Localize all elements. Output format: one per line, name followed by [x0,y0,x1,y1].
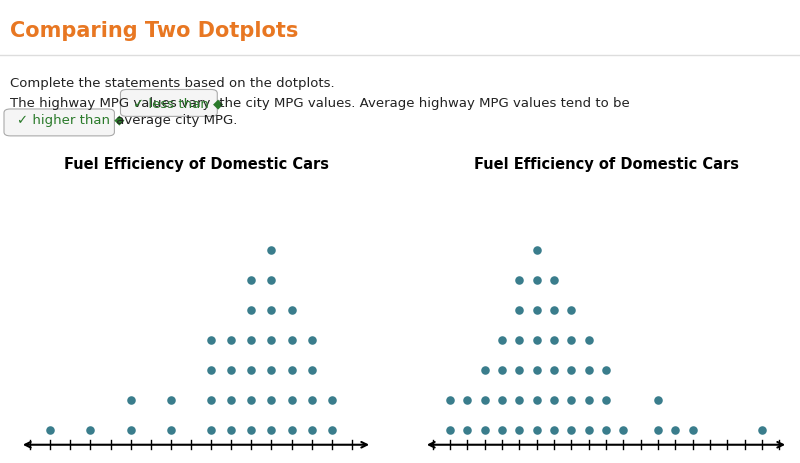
Point [225,426,238,433]
Point [205,366,218,374]
Point [306,366,318,374]
Point [547,277,560,284]
Point [565,307,578,314]
Point [478,366,491,374]
Point [225,366,238,374]
Point [530,426,543,433]
Point [513,337,526,344]
Point [600,396,613,404]
Point [245,307,258,314]
Point [225,337,238,344]
Point [652,396,665,404]
Point [530,247,543,254]
Point [530,277,543,284]
Point [306,337,318,344]
Point [285,337,298,344]
Point [461,396,474,404]
Point [565,426,578,433]
Point [84,426,97,433]
Point [600,366,613,374]
Point [686,426,699,433]
Point [478,396,491,404]
Point [245,366,258,374]
Text: ✓ higher than ◆: ✓ higher than ◆ [17,114,124,127]
Point [756,426,769,433]
Point [265,366,278,374]
Point [496,366,509,374]
Point [478,426,491,433]
Point [547,426,560,433]
Point [513,307,526,314]
Text: the city MPG values. Average highway MPG values tend to be: the city MPG values. Average highway MPG… [215,97,630,110]
Point [44,426,57,433]
Text: ✓ less than ◆: ✓ less than ◆ [134,97,223,110]
Point [285,307,298,314]
Point [496,426,509,433]
Point [496,337,509,344]
Point [245,396,258,404]
Point [205,396,218,404]
Point [245,277,258,284]
Point [530,307,543,314]
Point [582,366,595,374]
Point [165,426,178,433]
Point [265,247,278,254]
Point [326,426,338,433]
Point [165,396,178,404]
Point [547,396,560,404]
Point [513,396,526,404]
Point [565,396,578,404]
Title: Fuel Efficiency of Domestic Cars: Fuel Efficiency of Domestic Cars [474,157,738,172]
Point [265,426,278,433]
Point [306,396,318,404]
Text: Comparing Two Dotplots: Comparing Two Dotplots [10,20,298,41]
Point [530,396,543,404]
Point [285,426,298,433]
Point [530,337,543,344]
Point [461,426,474,433]
Point [565,337,578,344]
Point [225,396,238,404]
Point [265,277,278,284]
Point [205,337,218,344]
Point [600,426,613,433]
Point [265,337,278,344]
Point [443,396,456,404]
Text: The highway MPG values vary: The highway MPG values vary [10,97,215,110]
Text: Complete the statements based on the dotplots.: Complete the statements based on the dot… [10,76,335,89]
Point [496,396,509,404]
Point [265,307,278,314]
Point [306,426,318,433]
Point [124,426,137,433]
Point [582,426,595,433]
Point [285,396,298,404]
Point [530,366,543,374]
Point [265,396,278,404]
Point [547,337,560,344]
Text: average city MPG.: average city MPG. [112,114,238,127]
Point [582,337,595,344]
Point [547,366,560,374]
Title: Fuel Efficiency of Domestic Cars: Fuel Efficiency of Domestic Cars [63,157,329,172]
Point [652,426,665,433]
Point [285,366,298,374]
Point [565,366,578,374]
Point [617,426,630,433]
Point [205,426,218,433]
Point [547,307,560,314]
Point [245,426,258,433]
Point [245,337,258,344]
Point [513,426,526,433]
Point [582,396,595,404]
Point [669,426,682,433]
Point [513,366,526,374]
Point [124,396,137,404]
Point [513,277,526,284]
Point [326,396,338,404]
Point [443,426,456,433]
